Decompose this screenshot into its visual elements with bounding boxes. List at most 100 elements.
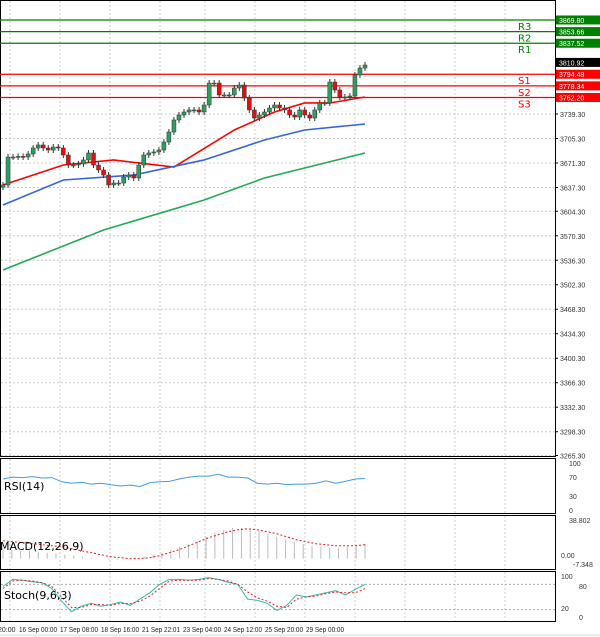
level-label-s2: S2 [518, 88, 531, 99]
candle [247, 97, 252, 111]
panel-frame-1 [0, 458, 556, 514]
level-price-tag [556, 93, 600, 103]
candle [252, 109, 257, 119]
x-tick-label: 23 Sep 04:00 [183, 627, 221, 634]
candle [15, 156, 21, 158]
panel-frame-0 [0, 0, 556, 457]
candle [332, 81, 338, 91]
candle [317, 102, 322, 111]
candle [86, 152, 91, 161]
level-label-s3: S3 [518, 100, 531, 111]
candle [237, 84, 242, 89]
y-tick-label: 3434.30 [560, 332, 585, 339]
candle [171, 119, 177, 133]
level-price: 3869.80 [559, 18, 584, 25]
y-tick-label: 3604.30 [560, 209, 585, 216]
rsi-label: RSI(14) [4, 480, 44, 493]
candle [362, 64, 368, 69]
y-tick-label: 3570.30 [560, 234, 585, 241]
candle [262, 111, 267, 116]
level-price-tag [556, 27, 600, 37]
level-price-tag [556, 81, 600, 91]
level-price: 3837.52 [559, 41, 584, 48]
rsi-line [2, 473, 366, 488]
candle [196, 109, 202, 113]
y-tick-label: 3705.30 [560, 136, 585, 143]
x-tick-label: 20:00 [0, 627, 16, 634]
candle [91, 152, 96, 166]
candle [35, 144, 41, 149]
rsi-y-tick: 70 [569, 475, 577, 482]
scrollbar[interactable] [0, 634, 600, 637]
moving-average-line-1 [2, 123, 366, 206]
y-tick-label: 3637.30 [560, 185, 585, 192]
stoch-y-tick: 80 [579, 584, 587, 591]
rsi-y-tick: 100 [569, 461, 581, 468]
candle [131, 174, 136, 179]
candle [186, 109, 192, 113]
candle [267, 107, 272, 113]
y-tick-label: 3366.30 [560, 381, 585, 388]
stoch-d-line [2, 578, 366, 609]
candle [272, 104, 277, 109]
rsi-y-tick: 0 [569, 508, 573, 515]
candle [312, 109, 317, 119]
candle [146, 152, 152, 156]
level-price-tag [556, 69, 600, 79]
candle [20, 156, 26, 158]
stoch-label: Stoch(9,6,3) [4, 589, 72, 602]
candle [292, 114, 297, 118]
y-tick-label: 3298.30 [560, 430, 585, 437]
macd-y-tick: 0.00 [561, 553, 575, 560]
candle [0, 184, 6, 188]
candle [232, 87, 237, 96]
candle [66, 154, 71, 166]
x-tick-label: 24 Sep 12:00 [224, 627, 262, 634]
candle [76, 163, 81, 166]
candle [141, 154, 147, 166]
macd-signal-line [2, 528, 366, 560]
stoch-y-tick: 100 [561, 574, 573, 581]
level-price: 3778.34 [559, 84, 584, 91]
y-tick-label: 3502.30 [560, 283, 585, 290]
y-tick-label: 3265.30 [560, 453, 585, 460]
candle [5, 156, 11, 186]
candle [327, 81, 333, 104]
candle [151, 151, 157, 154]
candle [322, 102, 328, 105]
candle [216, 82, 222, 96]
candle [156, 149, 162, 153]
candle [227, 94, 232, 97]
candle [221, 94, 227, 97]
panel-frame-2 [0, 515, 556, 570]
candle [201, 104, 207, 113]
candle [176, 114, 182, 121]
candle [126, 174, 131, 178]
candle [46, 147, 51, 151]
current-price: 3810.92 [559, 60, 584, 67]
candle [161, 141, 167, 151]
x-tick-label: 29 Sep 00:00 [306, 627, 344, 634]
candle [242, 84, 247, 99]
y-tick-label: 3400.30 [560, 356, 585, 363]
candle [166, 131, 172, 143]
macd-label: MACD(12,26,9) [0, 540, 84, 553]
candle [191, 109, 197, 112]
x-tick-label: 25 Sep 20:00 [265, 627, 303, 634]
candle [297, 109, 302, 118]
candle [337, 89, 343, 98]
candle [71, 164, 76, 167]
candle [81, 159, 86, 165]
level-price: 3762.20 [559, 96, 584, 103]
level-price: 3794.48 [559, 72, 584, 79]
y-tick-label: 3739.30 [560, 112, 585, 119]
y-tick-label: 3332.30 [560, 405, 585, 412]
candle [106, 174, 111, 186]
x-tick-label: 16 Sep 00:00 [19, 627, 57, 634]
level-price-tag [556, 38, 600, 48]
candle [96, 164, 101, 171]
rsi-y-tick: 30 [569, 494, 577, 501]
candle [10, 156, 16, 159]
